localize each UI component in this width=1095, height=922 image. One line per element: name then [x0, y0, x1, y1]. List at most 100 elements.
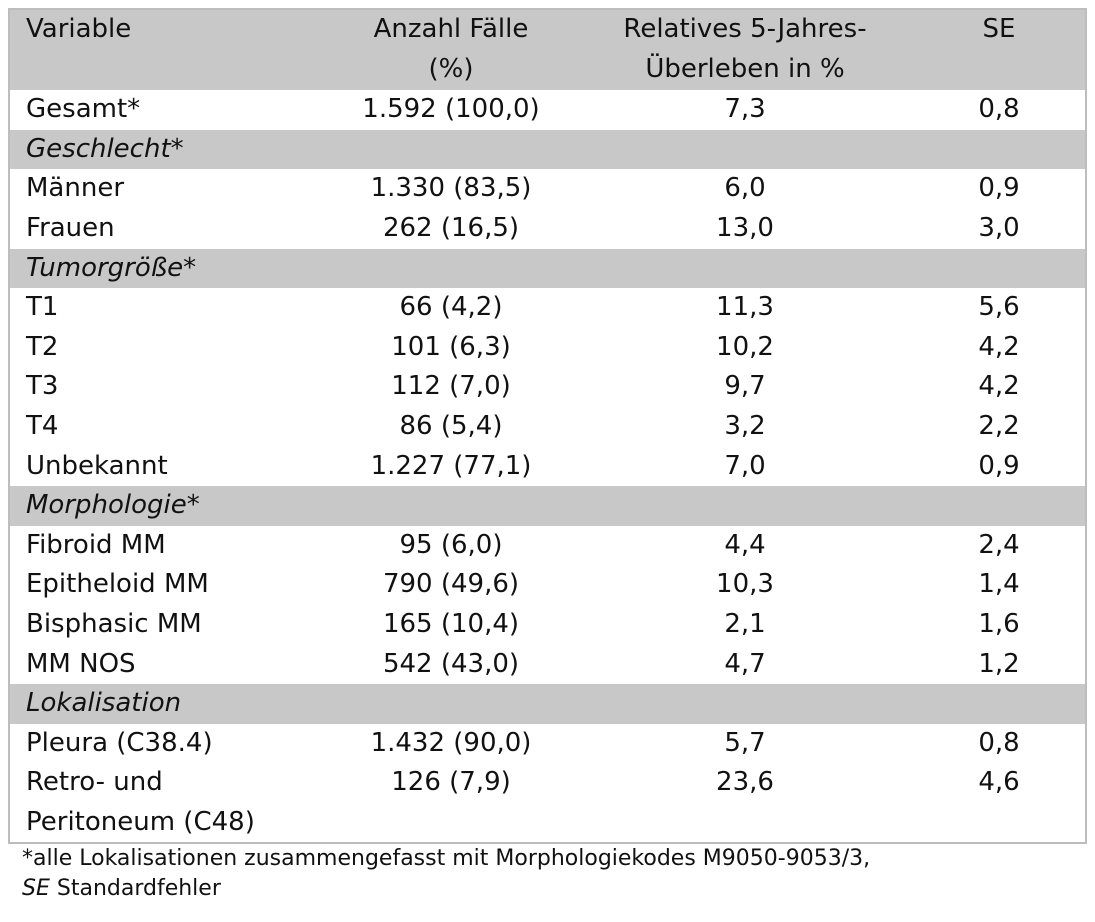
- variable-cell: T4: [26, 407, 58, 447]
- variable-cell: T3: [26, 367, 58, 407]
- variable-cell: Gesamt*: [26, 90, 140, 130]
- header-row: Variable Anzahl Fälle (%) Relatives 5-Jahre…: [10, 10, 1085, 91]
- data-row: T3 112 (7,0) 9,7 4,2: [10, 367, 1085, 407]
- data-row: Fibroid MM 95 (6,0) 4,4 2,4: [10, 526, 1085, 566]
- variable-cell: MM NOS: [26, 645, 136, 685]
- variable-line: MM NOS: [26, 648, 136, 679]
- variable-cell: Bisphasic MM: [26, 605, 202, 645]
- value-cell: 4,2: [978, 331, 1020, 362]
- header-line: (%): [428, 53, 474, 84]
- variable-cell: Frauen: [26, 209, 115, 249]
- value-cell: 86 (5,4): [399, 410, 503, 441]
- value-cell: 4,6: [978, 767, 1020, 798]
- section-label: Morphologie*: [26, 490, 200, 521]
- value-cell: 95 (6,0): [399, 529, 503, 560]
- variable-cell: Retro- und Peritoneum (C48): [26, 763, 255, 842]
- variable-line: Pleura (C38.4): [26, 727, 213, 758]
- value-cell: 10,2: [716, 331, 774, 362]
- variable-line: Frauen: [26, 212, 115, 243]
- value-cell: 13,0: [716, 212, 774, 243]
- header-line: Anzahl Fälle: [373, 14, 529, 44]
- value-cell: 112 (7,0): [391, 371, 511, 402]
- data-row: Frauen 262 (16,5) 13,0 3,0: [10, 209, 1085, 249]
- header-cell: Variable: [26, 10, 131, 50]
- data-row: Gesamt* 1.592 (100,0) 7,3 0,8: [10, 90, 1085, 130]
- variable-line: T1: [26, 292, 59, 323]
- data-row: T1 66 (4,2) 11,3 5,6: [10, 288, 1085, 328]
- section-row: Geschlecht*: [10, 129, 1085, 170]
- value-cell: 66 (4,2): [399, 292, 503, 323]
- variable-cell: Pleura (C38.4): [26, 724, 213, 764]
- footnote: *alle Lokalisationen zusammengefasst mit…: [22, 844, 870, 904]
- variable-cell: Unbekannt: [26, 447, 168, 487]
- value-cell: 4,2: [978, 371, 1020, 402]
- value-cell: 1.227 (77,1): [370, 450, 532, 481]
- value-cell: 101 (6,3): [391, 331, 511, 362]
- variable-line: Unbekannt: [26, 450, 168, 481]
- header-line: SE: [982, 14, 1016, 44]
- value-cell: 3,0: [978, 212, 1020, 243]
- data-row: Retro- und Peritoneum (C48) 126 (7,9) 23,6 4…: [10, 763, 1085, 842]
- data-row: Unbekannt 1.227 (77,1) 7,0 0,9: [10, 447, 1085, 487]
- variable-line: Peritoneum (C48): [26, 806, 255, 837]
- header-line: Relatives 5-Jahres-: [623, 14, 867, 44]
- variable-line: T4: [26, 410, 59, 441]
- value-cell: 7,3: [724, 94, 766, 125]
- abbreviation: SE: [22, 876, 50, 901]
- value-cell: 126 (7,9): [391, 767, 511, 798]
- section-label: Geschlecht*: [26, 133, 184, 164]
- data-row: Pleura (C38.4) 1.432 (90,0) 5,7 0,8: [10, 724, 1085, 764]
- data-row: Männer 1.330 (83,5) 6,0 0,9: [10, 169, 1085, 209]
- value-cell: 1.432 (90,0): [370, 727, 532, 758]
- value-cell: 165 (10,4): [382, 608, 520, 639]
- variable-line: T2: [26, 331, 59, 362]
- footnote-line: *alle Lokalisationen zusammengefasst mit…: [22, 846, 871, 871]
- data-row: Bisphasic MM 165 (10,4) 2,1 1,6: [10, 605, 1085, 645]
- data-row: T4 86 (5,4) 3,2 2,2: [10, 407, 1085, 447]
- value-cell: 2,4: [978, 529, 1020, 560]
- data-row: T2 101 (6,3) 10,2 4,2: [10, 328, 1085, 368]
- variable-line: Bisphasic MM: [26, 608, 202, 639]
- header-line: Überleben in %: [645, 53, 845, 84]
- value-cell: 542 (43,0): [382, 648, 520, 679]
- abbreviation-text: Standardfehler: [56, 876, 221, 901]
- value-cell: 5,7: [724, 727, 766, 758]
- data-row: MM NOS 542 (43,0) 4,7 1,2: [10, 645, 1085, 685]
- value-cell: 0,8: [978, 94, 1020, 125]
- variable-line: Epitheloid MM: [26, 569, 209, 600]
- variable-line: Gesamt*: [26, 94, 141, 125]
- variable-line: Fibroid MM: [26, 529, 166, 560]
- value-cell: 3,2: [724, 410, 766, 441]
- value-cell: 2,2: [978, 410, 1020, 441]
- value-cell: 0,8: [978, 727, 1020, 758]
- value-cell: 1,6: [978, 608, 1020, 639]
- value-cell: 1.330 (83,5): [370, 173, 532, 204]
- variable-cell: Epitheloid MM: [26, 565, 209, 605]
- value-cell: 7,0: [724, 450, 766, 481]
- value-cell: 6,0: [724, 173, 766, 204]
- variable-cell: T1: [26, 288, 58, 328]
- variable-cell: Fibroid MM: [26, 526, 166, 566]
- value-cell: 23,6: [716, 767, 774, 798]
- value-cell: 0,9: [978, 450, 1020, 481]
- section-row: Lokalisation: [10, 684, 1085, 724]
- value-cell: 9,7: [724, 371, 766, 402]
- header-cell: Relatives 5-Jahres- Überleben in %: [595, 10, 895, 89]
- footnote-line: SE Standardfehler: [22, 874, 870, 904]
- value-cell: 1.592 (100,0): [362, 94, 540, 125]
- data-row: Epitheloid MM 790 (49,6) 10,3 1,4: [10, 565, 1085, 605]
- header-line: Variable: [26, 14, 132, 44]
- value-cell: 1,2: [978, 648, 1020, 679]
- value-cell: 262 (16,5): [382, 212, 520, 243]
- header-cell: SE: [939, 10, 1059, 50]
- section-row: Tumorgröße*: [10, 248, 1085, 289]
- section-row: Morphologie*: [10, 486, 1085, 526]
- section-label: Tumorgröße*: [26, 252, 197, 283]
- value-cell: 2,1: [724, 608, 766, 639]
- table: Variable Anzahl Fälle (%) Relatives 5-Jahre…: [8, 8, 1087, 845]
- value-cell: 790 (49,6): [382, 569, 520, 600]
- variable-line: Männer: [26, 173, 125, 204]
- value-cell: 1,4: [978, 569, 1020, 600]
- value-cell: 10,3: [716, 569, 774, 600]
